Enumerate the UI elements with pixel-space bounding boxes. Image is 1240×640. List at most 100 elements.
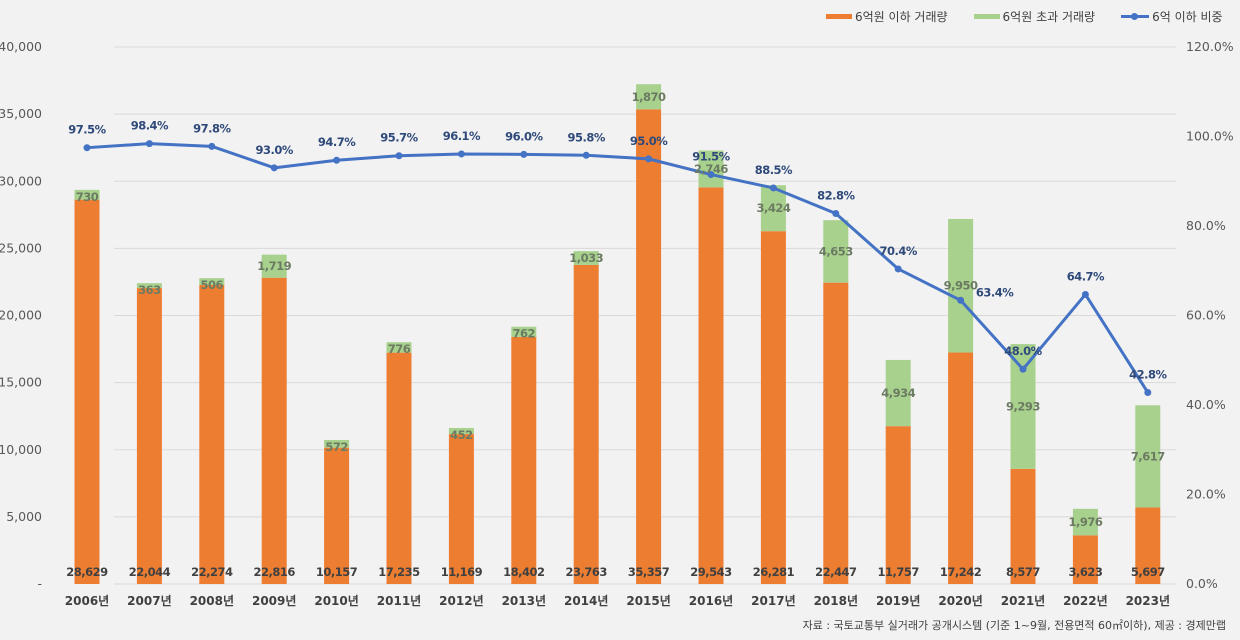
y-left-tick-label: 5,000 xyxy=(6,509,42,524)
data-label-under-600m: 22,816 xyxy=(254,565,296,579)
data-label-under-600m: 11,169 xyxy=(441,565,483,579)
x-tick-label: 2018년 xyxy=(814,594,858,608)
data-label-share: 97.5% xyxy=(68,123,106,137)
y-left-tick-label: 40,000 xyxy=(0,39,42,54)
share-line-point xyxy=(1081,290,1089,298)
y-left-tick-label: 15,000 xyxy=(0,375,42,390)
data-label-share: 94.7% xyxy=(318,135,356,149)
data-label-share: 48.0% xyxy=(1004,344,1042,358)
x-tick-label: 2021년 xyxy=(1001,594,1045,608)
bar-under-600m xyxy=(136,288,162,584)
bar-over-600m xyxy=(1135,405,1161,508)
y-right-tick-label: 20.0% xyxy=(1186,487,1226,502)
bar-over-600m xyxy=(948,218,974,353)
data-label-under-600m: 18,402 xyxy=(503,565,544,579)
bar-over-600m xyxy=(1072,508,1098,536)
share-line-point xyxy=(270,164,278,172)
bar-over-600m xyxy=(1010,344,1036,469)
data-label-share: 63.4% xyxy=(976,285,1014,299)
share-line xyxy=(83,140,1152,396)
bar-over-600m xyxy=(511,326,537,337)
share-line-point xyxy=(894,265,902,273)
bar-over-600m xyxy=(199,278,225,285)
share-line-point xyxy=(145,140,153,148)
share-line-point xyxy=(1019,365,1027,373)
data-labels: 28,629 730 22,044 363 22,274 506 22,816 1,719 10… xyxy=(66,90,1168,579)
bar-over-600m xyxy=(386,342,412,353)
legend-label: 6억원 초과 거래량 xyxy=(1002,10,1096,24)
data-label-under-600m: 23,763 xyxy=(566,565,608,579)
data-label-under-600m: 22,447 xyxy=(815,565,857,579)
data-label-over-600m: 1,976 xyxy=(1068,515,1102,529)
data-label-over-600m: 506 xyxy=(201,278,224,292)
bar-over-600m xyxy=(448,427,474,435)
legend-swatch-orange xyxy=(826,14,852,19)
data-label-share: 42.8% xyxy=(1129,367,1167,381)
data-label-over-600m: 9,950 xyxy=(944,279,978,293)
data-label-under-600m: 22,044 xyxy=(129,565,171,579)
legend-item-under-600m: 6억원 이하 거래량 xyxy=(826,8,948,25)
data-label-under-600m: 22,274 xyxy=(191,565,233,579)
bar-under-600m xyxy=(74,199,100,584)
data-label-over-600m: 4,653 xyxy=(819,244,853,258)
bar-under-600m xyxy=(885,426,911,584)
bar-under-600m xyxy=(823,282,849,584)
bar-over-600m xyxy=(573,251,599,265)
y-left-tick-label: 30,000 xyxy=(0,173,42,188)
legend-swatch-green xyxy=(973,14,1000,19)
y-right-tick-label: 100.0% xyxy=(1186,129,1234,144)
y-right-tick-label: 0.0% xyxy=(1186,576,1218,591)
data-label-under-600m: 5,697 xyxy=(1131,565,1165,579)
share-line-point xyxy=(957,296,965,304)
data-label-over-600m: 3,424 xyxy=(756,201,790,215)
x-tick-label: 2007년 xyxy=(127,594,171,608)
bar-under-600m xyxy=(261,277,287,584)
x-tick-label: 2019년 xyxy=(876,594,920,608)
data-label-share: 98.4% xyxy=(131,119,169,133)
bar-under-600m xyxy=(1010,468,1036,584)
x-tick-label: 2012년 xyxy=(439,594,483,608)
bar-under-600m xyxy=(511,336,537,584)
bar-under-600m xyxy=(199,284,225,584)
bar-over-600m xyxy=(698,150,724,188)
data-label-over-600m: 1,870 xyxy=(632,90,666,104)
bar-under-600m xyxy=(760,231,786,584)
x-tick-label: 2008년 xyxy=(190,594,234,608)
x-tick-label: 2020년 xyxy=(938,594,982,608)
data-label-share: 70.4% xyxy=(879,244,917,258)
data-label-over-600m: 7,617 xyxy=(1131,449,1165,463)
axes: - 5,000 10,000 15,000 20,000 25,000 30,000 35,0… xyxy=(0,39,1234,608)
bar-under-600m xyxy=(948,352,974,584)
data-label-under-600m: 26,281 xyxy=(753,565,795,579)
bar-under-600m xyxy=(698,187,724,584)
bar-over-600m xyxy=(261,254,287,278)
share-line-point xyxy=(582,151,590,159)
y-left-tick-label: 10,000 xyxy=(0,442,42,457)
bar-over-600m xyxy=(74,189,100,200)
data-label-share: 96.1% xyxy=(443,129,481,143)
legend-item-over-600m: 6억원 초과 거래량 xyxy=(973,8,1096,25)
data-label-over-600m: 762 xyxy=(513,327,536,341)
data-label-under-600m: 8,577 xyxy=(1006,565,1040,579)
y-left-tick-label: 20,000 xyxy=(0,308,42,323)
x-tick-label: 2016년 xyxy=(689,594,733,608)
data-label-share: 97.8% xyxy=(193,121,231,135)
data-label-under-600m: 17,235 xyxy=(378,565,420,579)
data-label-over-600m: 452 xyxy=(450,428,473,442)
y-left-tick-label: 25,000 xyxy=(0,240,42,255)
data-label-over-600m: 730 xyxy=(76,190,99,204)
share-line-point xyxy=(520,150,528,158)
data-label-over-600m: 1,719 xyxy=(257,259,291,273)
data-label-over-600m: 1,033 xyxy=(569,251,603,265)
bar-under-600m xyxy=(386,352,412,584)
data-label-share: 96.0% xyxy=(505,129,543,143)
bar-under-600m xyxy=(573,264,599,584)
legend-label: 6억 이하 비중 xyxy=(1152,10,1223,24)
bars xyxy=(74,84,1161,584)
x-tick-label: 2013년 xyxy=(502,594,546,608)
data-label-under-600m: 35,357 xyxy=(628,565,670,579)
data-label-under-600m: 3,623 xyxy=(1068,565,1102,579)
bar-over-600m xyxy=(324,439,350,448)
data-label-under-600m: 28,629 xyxy=(66,565,108,579)
x-tick-label: 2022년 xyxy=(1063,594,1107,608)
